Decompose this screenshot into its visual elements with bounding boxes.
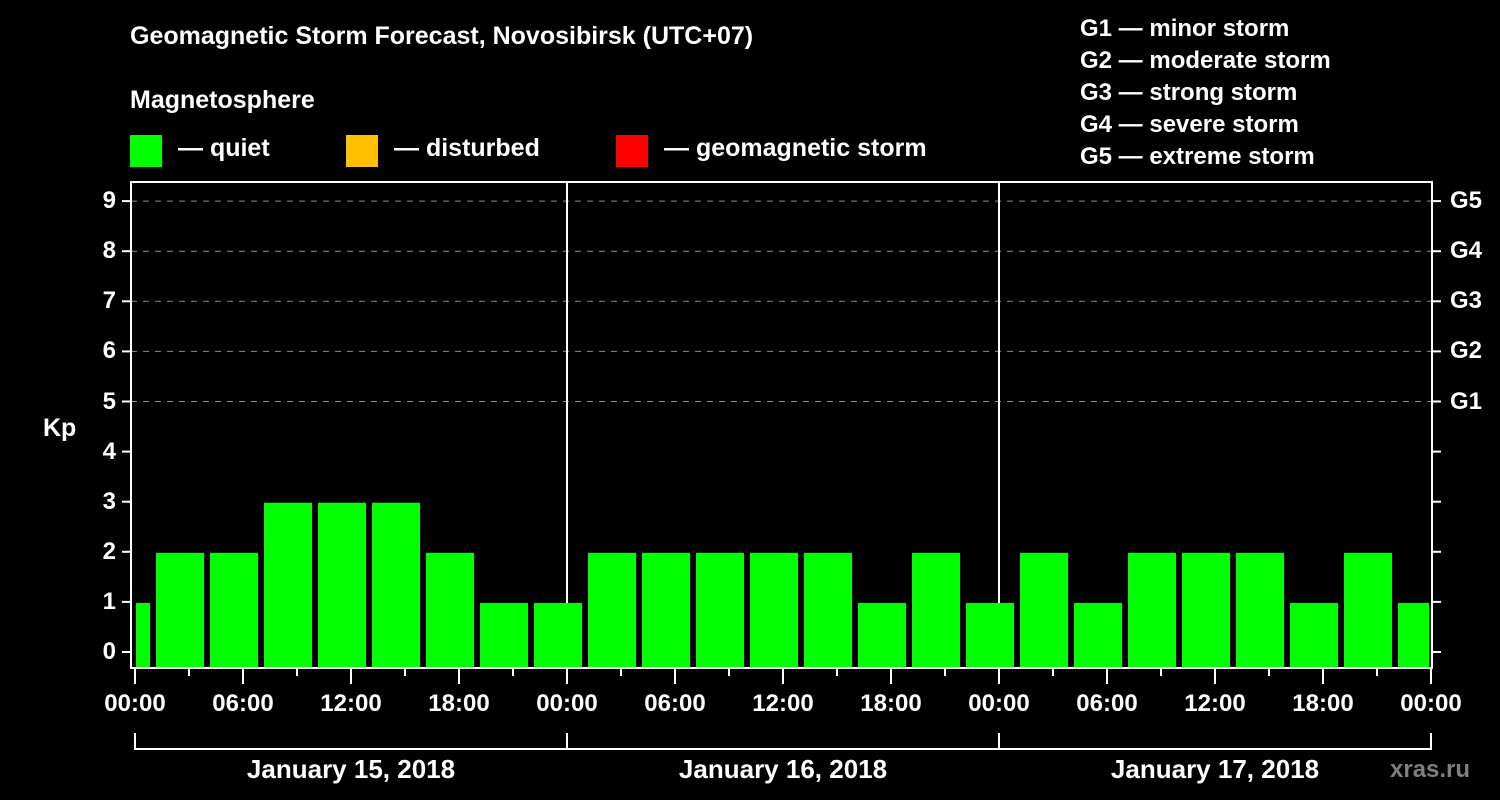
y-tick-label: 6 xyxy=(102,337,116,365)
y-tick-label: 7 xyxy=(102,287,116,315)
storm-scale-g3: G3 — strong storm xyxy=(1080,79,1298,106)
y-tick-label: 5 xyxy=(102,387,116,415)
y-tick-label: 2 xyxy=(102,537,116,565)
kp-bar xyxy=(264,502,312,667)
kp-bar xyxy=(912,552,960,667)
legend-label-storm: — geomagnetic storm xyxy=(664,134,927,162)
kp-bar xyxy=(696,552,744,667)
x-tick-label: 00:00 xyxy=(1400,690,1462,717)
x-tick-label: 06:00 xyxy=(212,690,274,717)
date-label: January 17, 2018 xyxy=(1110,754,1320,784)
y-tick-label: 1 xyxy=(102,587,116,615)
chart-title: Geomagnetic Storm Forecast, Novosibirsk … xyxy=(130,22,754,50)
kp-bar xyxy=(966,602,1014,667)
x-tick-label: 00:00 xyxy=(968,690,1030,717)
kp-bar xyxy=(642,552,690,667)
storm-scale-g1: G1 — minor storm xyxy=(1080,15,1290,42)
storm-scale-g2: G2 — moderate storm xyxy=(1080,47,1331,74)
kp-bar xyxy=(318,502,366,667)
chart-subtitle: Magnetosphere xyxy=(130,86,315,114)
legend-swatch-storm xyxy=(616,135,648,167)
kp-bar xyxy=(534,602,582,667)
legend-label-quiet: — quiet xyxy=(178,134,270,162)
kp-bar xyxy=(1398,602,1429,667)
x-tick-label: 06:00 xyxy=(644,690,706,717)
date-label: January 15, 2018 xyxy=(246,754,456,784)
kp-bar xyxy=(480,602,528,667)
watermark: xras.ru xyxy=(1390,756,1471,783)
x-tick-label: 18:00 xyxy=(428,690,490,717)
y-tick-label: 0 xyxy=(102,638,116,665)
kp-bar xyxy=(1128,552,1176,667)
x-tick-label: 12:00 xyxy=(320,690,382,717)
x-tick-label: 12:00 xyxy=(752,690,814,717)
storm-scale-g4: G4 — severe storm xyxy=(1080,111,1299,138)
kp-bar xyxy=(1290,602,1338,667)
kp-bar xyxy=(804,552,852,667)
y-tick-label: 3 xyxy=(102,487,116,515)
kp-bar xyxy=(1020,552,1068,667)
y-tick-label: 9 xyxy=(102,187,116,215)
kp-bar xyxy=(1074,602,1122,667)
y-tick-label: 8 xyxy=(102,237,116,265)
kp-bar xyxy=(1182,552,1230,667)
kp-bar xyxy=(1344,552,1392,667)
legend-swatch-disturbed xyxy=(346,135,378,167)
kp-bar xyxy=(750,552,798,667)
kp-bar xyxy=(858,602,906,667)
kp-bar xyxy=(136,602,150,667)
g-level-label: G4 xyxy=(1450,237,1483,265)
kp-bar xyxy=(1236,552,1284,667)
x-tick-label: 18:00 xyxy=(860,690,922,717)
legend-swatch-quiet xyxy=(130,135,162,167)
y-tick-label: 4 xyxy=(102,437,116,465)
x-tick-label: 06:00 xyxy=(1076,690,1138,717)
kp-bar xyxy=(156,552,204,667)
x-tick-label: 00:00 xyxy=(536,690,598,717)
g-level-label: G3 xyxy=(1450,287,1483,315)
y-axis-label: Kp xyxy=(43,414,77,442)
kp-bar xyxy=(588,552,636,667)
kp-bar xyxy=(426,552,474,667)
legend-label-disturbed: — disturbed xyxy=(394,134,540,162)
x-tick-label: 12:00 xyxy=(1184,690,1246,717)
storm-scale-g5: G5 — extreme storm xyxy=(1080,143,1315,170)
date-label: January 16, 2018 xyxy=(678,754,888,784)
g-level-label: G5 xyxy=(1450,187,1483,215)
kp-bar xyxy=(210,552,258,667)
x-tick-label: 00:00 xyxy=(104,690,166,717)
x-tick-label: 18:00 xyxy=(1292,690,1354,717)
kp-bar xyxy=(372,502,420,667)
g-level-label: G1 xyxy=(1450,387,1483,415)
plot-frame xyxy=(130,181,1433,669)
g-level-label: G2 xyxy=(1450,337,1483,365)
